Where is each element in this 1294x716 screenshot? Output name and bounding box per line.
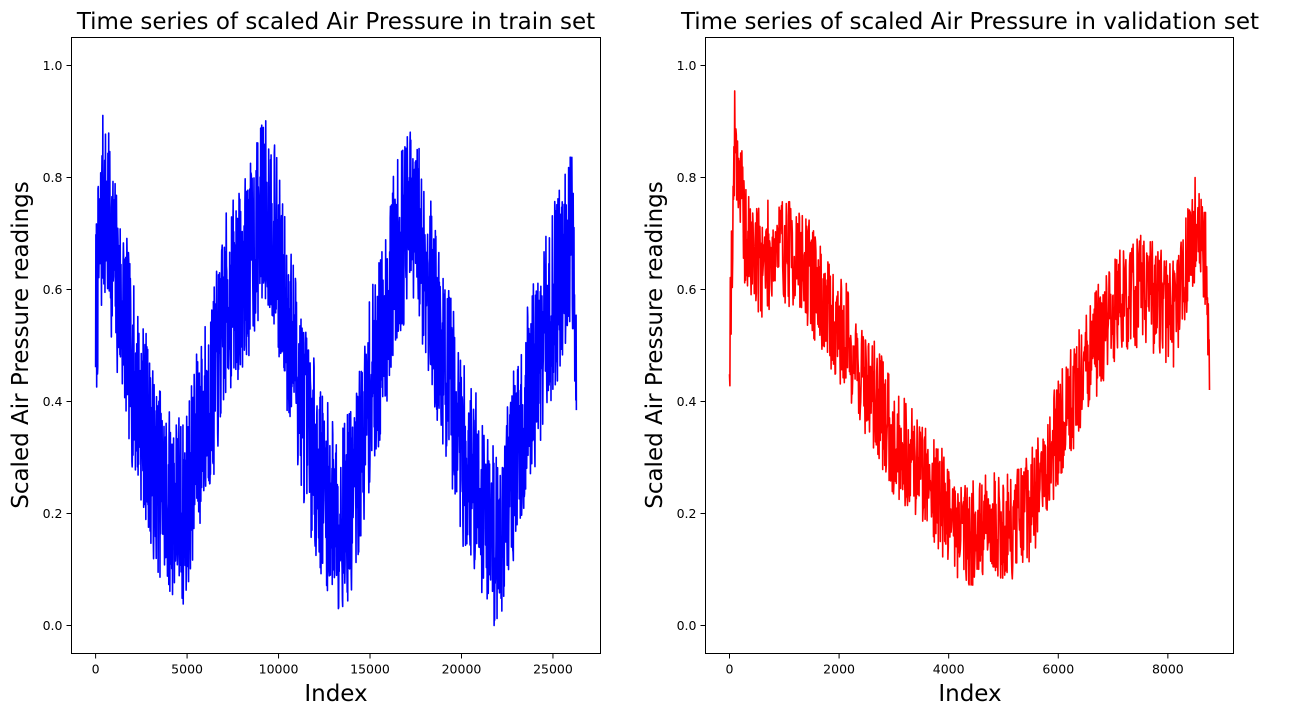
train-plot-area [71,37,601,654]
validation-x-tick-label: 4000 [933,662,965,677]
train-y-tick-label: 0.6 [43,282,63,297]
validation-x-ticks: 0 2000 4000 6000 8000 [726,653,1184,677]
validation-y-tick-label: 1.0 [677,58,697,73]
train-y-tick-label: 0.8 [43,170,63,185]
train-x-tick-label: 0 [92,662,100,677]
train-y-tick-label: 1.0 [43,58,63,73]
validation-x-axis-label: Index [938,681,1001,707]
validation-x-tick-label: 2000 [823,662,855,677]
train-x-ticks: 0 5000 10000 15000 20000 25000 [92,653,573,677]
validation-x-tick-label: 0 [726,662,734,677]
train-x-tick-label: 15000 [350,662,390,677]
train-y-tick-label: 0.2 [43,506,63,521]
train-x-tick-label: 25000 [533,662,573,677]
validation-x-tick-label: 8000 [1152,662,1184,677]
validation-y-tick-label: 0.0 [677,618,697,633]
validation-y-tick-label: 0.8 [677,170,697,185]
validation-y-ticks: 0.0 0.2 0.4 0.6 0.8 1.0 [677,58,706,633]
train-x-tick-label: 5000 [171,662,203,677]
train-x-tick-label: 20000 [442,662,482,677]
train-x-tick-label: 10000 [259,662,299,677]
validation-series-group [728,90,1211,586]
validation-chart-title: Time series of scaled Air Pressure in va… [680,9,1259,35]
train-series-line [94,114,578,627]
validation-plot-area [705,37,1234,654]
train-y-axis-label: Scaled Air Pressure readings [8,181,34,509]
validation-x-tick-label: 6000 [1042,662,1074,677]
train-x-axis-label: Index [304,681,367,707]
train-y-tick-label: 0.4 [43,394,63,409]
train-series-group [94,114,578,627]
validation-chart: Time series of scaled Air Pressure in va… [642,9,1259,707]
validation-y-tick-label: 0.4 [677,394,697,409]
validation-y-tick-label: 0.6 [677,282,697,297]
train-y-tick-label: 0.0 [43,618,63,633]
train-chart-title: Time series of scaled Air Pressure in tr… [76,9,595,35]
train-chart: Time series of scaled Air Pressure in tr… [8,9,601,707]
validation-series-line [728,90,1211,586]
validation-y-axis-label: Scaled Air Pressure readings [642,181,668,509]
train-y-ticks: 0.0 0.2 0.4 0.6 0.8 1.0 [43,58,72,633]
validation-y-tick-label: 0.2 [677,506,697,521]
